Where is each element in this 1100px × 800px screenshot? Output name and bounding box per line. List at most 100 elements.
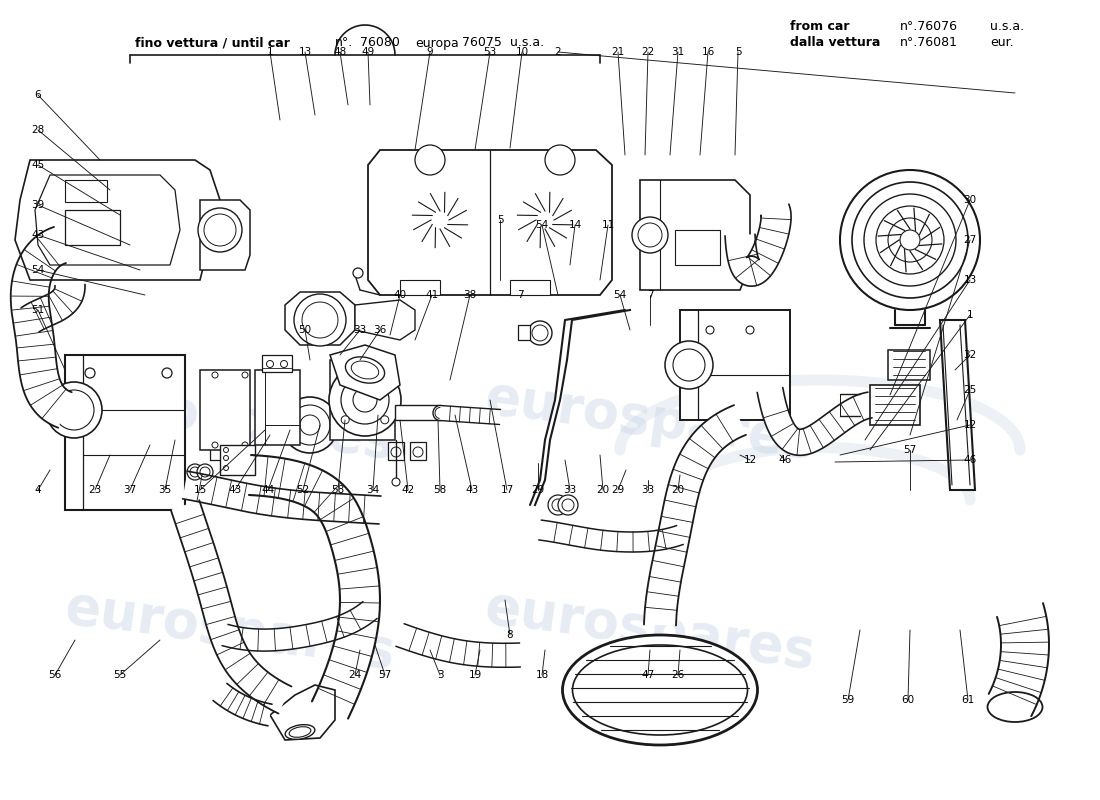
Text: 58: 58 [331,485,344,495]
Text: 54: 54 [32,265,45,275]
Text: 43: 43 [32,230,45,240]
Text: 38: 38 [463,290,476,300]
Polygon shape [355,300,415,340]
Ellipse shape [572,645,748,735]
Text: 28: 28 [32,125,45,135]
Polygon shape [390,175,490,280]
Text: n°.: n°. [336,37,353,50]
Text: 43: 43 [465,485,478,495]
Polygon shape [368,150,612,295]
Polygon shape [255,370,300,445]
Circle shape [746,326,754,334]
Polygon shape [840,394,860,416]
Text: 57: 57 [378,670,392,680]
Circle shape [187,464,204,480]
Circle shape [46,382,102,438]
Polygon shape [222,602,377,651]
Circle shape [527,202,563,238]
Text: 17: 17 [500,485,514,495]
Polygon shape [870,385,920,425]
Polygon shape [410,442,426,460]
Polygon shape [495,175,595,280]
Polygon shape [65,355,185,510]
Text: u.s.a.: u.s.a. [510,37,544,50]
Text: 13: 13 [964,275,977,285]
Polygon shape [725,204,791,286]
Bar [675,230,720,265]
Circle shape [212,442,218,448]
Circle shape [392,478,400,486]
Text: 6: 6 [35,90,42,100]
Text: 45: 45 [32,160,45,170]
Circle shape [223,466,229,470]
Circle shape [242,442,248,448]
Polygon shape [388,442,404,460]
Text: 1: 1 [266,47,273,57]
Text: 34: 34 [366,485,379,495]
Bar [400,280,440,295]
Circle shape [666,341,713,389]
Circle shape [673,349,705,381]
Text: eurospares: eurospares [62,371,398,469]
Text: 7: 7 [647,290,653,300]
Text: 44: 44 [262,485,275,495]
Text: 5: 5 [735,47,741,57]
Text: 19: 19 [469,670,482,680]
Circle shape [266,361,274,367]
Polygon shape [940,320,975,490]
Polygon shape [183,471,381,524]
Text: 14: 14 [569,220,582,230]
Ellipse shape [434,407,446,418]
Text: 7: 7 [517,290,524,300]
Circle shape [432,212,448,228]
Text: 51: 51 [32,305,45,315]
Text: 61: 61 [961,695,975,705]
Text: fino vettura / until car: fino vettura / until car [135,37,290,50]
Text: 32: 32 [964,350,977,360]
Text: 27: 27 [964,235,977,245]
Polygon shape [440,406,500,425]
Text: 13: 13 [298,47,311,57]
Ellipse shape [988,692,1043,722]
Polygon shape [644,405,746,626]
Text: 54: 54 [614,290,627,300]
Circle shape [562,499,574,511]
Text: 3: 3 [437,670,443,680]
Text: 36: 36 [373,325,386,335]
Circle shape [242,372,248,378]
Text: 31: 31 [671,47,684,57]
Text: 26: 26 [671,670,684,680]
Text: 22: 22 [641,47,654,57]
Text: eurospares: eurospares [62,581,398,679]
Text: 21: 21 [612,47,625,57]
Text: 60: 60 [901,695,914,705]
Ellipse shape [351,361,378,379]
Text: 10: 10 [516,47,529,57]
Circle shape [200,467,210,477]
Ellipse shape [289,726,311,738]
Circle shape [537,212,553,228]
Polygon shape [270,685,336,740]
Polygon shape [220,445,255,475]
Circle shape [888,218,932,262]
Text: 37: 37 [123,485,136,495]
Text: 30: 30 [964,195,977,205]
Polygon shape [249,455,380,718]
Polygon shape [757,387,872,455]
Text: 24: 24 [349,670,362,680]
Text: 16: 16 [702,47,715,57]
Polygon shape [680,310,790,420]
Circle shape [290,405,330,445]
Text: 58: 58 [433,485,447,495]
Circle shape [353,268,363,278]
Circle shape [204,214,236,246]
Circle shape [190,467,200,477]
Circle shape [548,495,568,515]
Circle shape [329,364,402,436]
Text: 43: 43 [229,485,242,495]
Circle shape [280,361,287,367]
Text: u.s.a.: u.s.a. [990,21,1024,34]
Circle shape [197,464,213,480]
Ellipse shape [562,635,758,745]
Text: 4: 4 [35,485,42,495]
